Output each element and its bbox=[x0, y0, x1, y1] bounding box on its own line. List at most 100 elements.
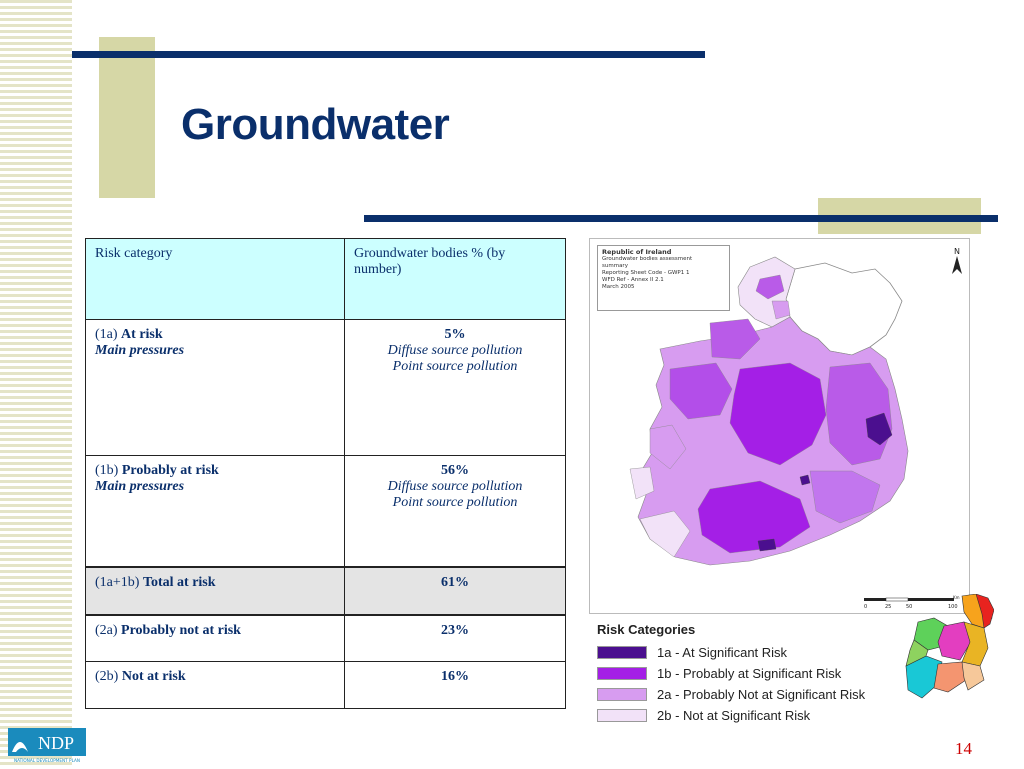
ndp-logo-graphic: NDP NATIONAL DEVELOPMENT PLAN bbox=[8, 728, 86, 763]
legend-swatch bbox=[597, 646, 647, 659]
risk-label: At risk bbox=[121, 327, 163, 342]
risk-code: (2b) bbox=[95, 669, 119, 684]
decorative-line-top bbox=[72, 51, 705, 58]
north-midlands-probable-risk bbox=[709, 318, 761, 360]
scale-tick: 50 bbox=[906, 604, 912, 610]
ndp-logo-wave-icon bbox=[12, 742, 28, 752]
north-arrow-shape bbox=[952, 256, 962, 274]
header-risk-category: Risk category bbox=[85, 238, 345, 320]
donegal-not-probable-risk bbox=[771, 300, 791, 320]
east-at-risk bbox=[865, 412, 893, 446]
risk-cell: (2a) Probably not at risk bbox=[85, 614, 345, 662]
legend-item: 1b - Probably at Significant Risk bbox=[597, 663, 897, 684]
legend-title: Risk Categories bbox=[597, 622, 696, 637]
ndp-logo-background bbox=[8, 728, 86, 756]
header-groundwater-bodies: Groundwater bodies % (by number) bbox=[344, 238, 566, 320]
risk-value: 16% bbox=[344, 661, 566, 709]
ndp-logo: NDP NATIONAL DEVELOPMENT PLAN bbox=[8, 728, 86, 764]
legend-swatch bbox=[597, 709, 647, 722]
page-number: 14 bbox=[955, 739, 972, 758]
inset-map bbox=[905, 594, 994, 699]
ireland-map-graphic bbox=[629, 256, 909, 566]
scale-tick: 0 bbox=[864, 604, 867, 610]
risk-code: (2a) bbox=[95, 622, 118, 638]
scale-tick: 25 bbox=[885, 604, 891, 610]
decorative-stripes bbox=[0, 0, 72, 768]
risk-label: Probably at risk bbox=[121, 463, 219, 478]
table-row: (1a) At risk Main pressures 5% Diffuse s… bbox=[85, 319, 566, 456]
ndp-logo-subtext: NATIONAL DEVELOPMENT PLAN bbox=[14, 758, 80, 763]
risk-label: Probably not at risk bbox=[121, 622, 241, 638]
map-legend: Risk Categories 1a - At Significant Risk… bbox=[597, 622, 897, 726]
pressure-item: Point source pollution bbox=[392, 359, 518, 374]
map-info-line: summary bbox=[602, 263, 628, 269]
southeast-probable-risk bbox=[809, 470, 881, 524]
scale-bar: 0 25 50 100 Km bbox=[864, 595, 960, 610]
scale-unit: Km bbox=[953, 595, 960, 600]
risk-code: (1a+1b) bbox=[95, 574, 140, 590]
southwest-coast-not-risk bbox=[629, 466, 655, 500]
legend-item: 2a - Probably Not at Significant Risk bbox=[597, 684, 897, 705]
pressure-item: Point source pollution bbox=[392, 495, 518, 510]
inset-region-northeast-red bbox=[975, 594, 994, 629]
risk-value: 61% bbox=[344, 565, 566, 616]
scale-bar-line bbox=[864, 598, 954, 601]
risk-value: 56% bbox=[441, 463, 469, 478]
west-probable-risk bbox=[669, 362, 733, 420]
risk-cell: (1a+1b) Total at risk bbox=[85, 565, 345, 616]
legend-swatch bbox=[597, 688, 647, 701]
decorative-block-left bbox=[99, 37, 155, 198]
risk-cell: (1b) Probably at risk Main pressures bbox=[85, 455, 345, 567]
main-pressures-label: Main pressures bbox=[95, 479, 185, 494]
north-arrow-icon: N bbox=[952, 247, 962, 274]
map-info-box: Republic of Ireland Groundwater bodies a… bbox=[597, 245, 730, 311]
legend-item: 1a - At Significant Risk bbox=[597, 642, 897, 663]
inset-region-west-lime bbox=[905, 639, 929, 667]
table-row-total: (1a+1b) Total at risk 61% bbox=[85, 565, 566, 616]
risk-label: Not at risk bbox=[121, 669, 186, 684]
map-info-line: March 2005 bbox=[602, 284, 635, 290]
map-info-line: Reporting Sheet Code - GWP1 1 bbox=[602, 270, 690, 276]
legend-swatch bbox=[597, 667, 647, 680]
pressure-item: Diffuse source pollution bbox=[387, 343, 523, 358]
risk-cell: (1a) At risk Main pressures bbox=[85, 319, 345, 456]
risk-value: 23% bbox=[344, 614, 566, 662]
slide-title: Groundwater bbox=[181, 100, 450, 149]
scale-tick: 100 bbox=[948, 604, 958, 610]
map-info-line: WFD Ref - Annex II 2.1 bbox=[602, 277, 664, 283]
legend-label: 1b - Probably at Significant Risk bbox=[657, 666, 842, 681]
value-cell: 5% Diffuse source pollution Point source… bbox=[344, 319, 566, 456]
risk-code: (1a) bbox=[95, 327, 118, 342]
scale-bar-segment bbox=[885, 597, 909, 602]
map-info-line: Groundwater bodies assessment bbox=[602, 256, 693, 262]
southwest-not-risk bbox=[639, 510, 691, 558]
pressure-item: Diffuse source pollution bbox=[387, 479, 523, 494]
risk-label: Total at risk bbox=[142, 574, 216, 590]
west-coast-not-probable bbox=[649, 424, 687, 470]
table-header-row: Risk category Groundwater bodies % (by n… bbox=[85, 238, 566, 320]
risk-cell: (2b) Not at risk bbox=[85, 661, 345, 709]
table-row: (2a) Probably not at risk 23% bbox=[85, 614, 566, 662]
north-label: N bbox=[954, 247, 960, 256]
midlands-at-risk bbox=[799, 474, 811, 486]
map-info-title: Republic of Ireland bbox=[602, 248, 672, 256]
midlands-probable-risk bbox=[729, 362, 827, 466]
ndp-logo-text: NDP bbox=[38, 733, 74, 753]
legend-label: 1a - At Significant Risk bbox=[657, 645, 788, 660]
legend-label: 2a - Probably Not at Significant Risk bbox=[657, 687, 866, 702]
donegal-probable-risk bbox=[755, 274, 785, 300]
table-row: (2b) Not at risk 16% bbox=[85, 661, 566, 709]
inset-region-south-salmon bbox=[933, 661, 967, 693]
decorative-line-mid bbox=[364, 215, 998, 222]
risk-value: 5% bbox=[444, 327, 466, 342]
main-pressures-label: Main pressures bbox=[95, 343, 185, 358]
table-row: (1b) Probably at risk Main pressures 56%… bbox=[85, 455, 566, 567]
risk-table: Risk category Groundwater bodies % (by n… bbox=[85, 238, 566, 709]
south-at-risk bbox=[757, 538, 777, 552]
legend-item: 2b - Not at Significant Risk bbox=[597, 705, 897, 726]
value-cell: 56% Diffuse source pollution Point sourc… bbox=[344, 455, 566, 567]
risk-code: (1b) bbox=[95, 463, 119, 478]
south-probable-risk bbox=[697, 480, 811, 554]
inset-region-southeast-peach bbox=[961, 661, 985, 691]
legend-label: 2b - Not at Significant Risk bbox=[657, 708, 811, 723]
